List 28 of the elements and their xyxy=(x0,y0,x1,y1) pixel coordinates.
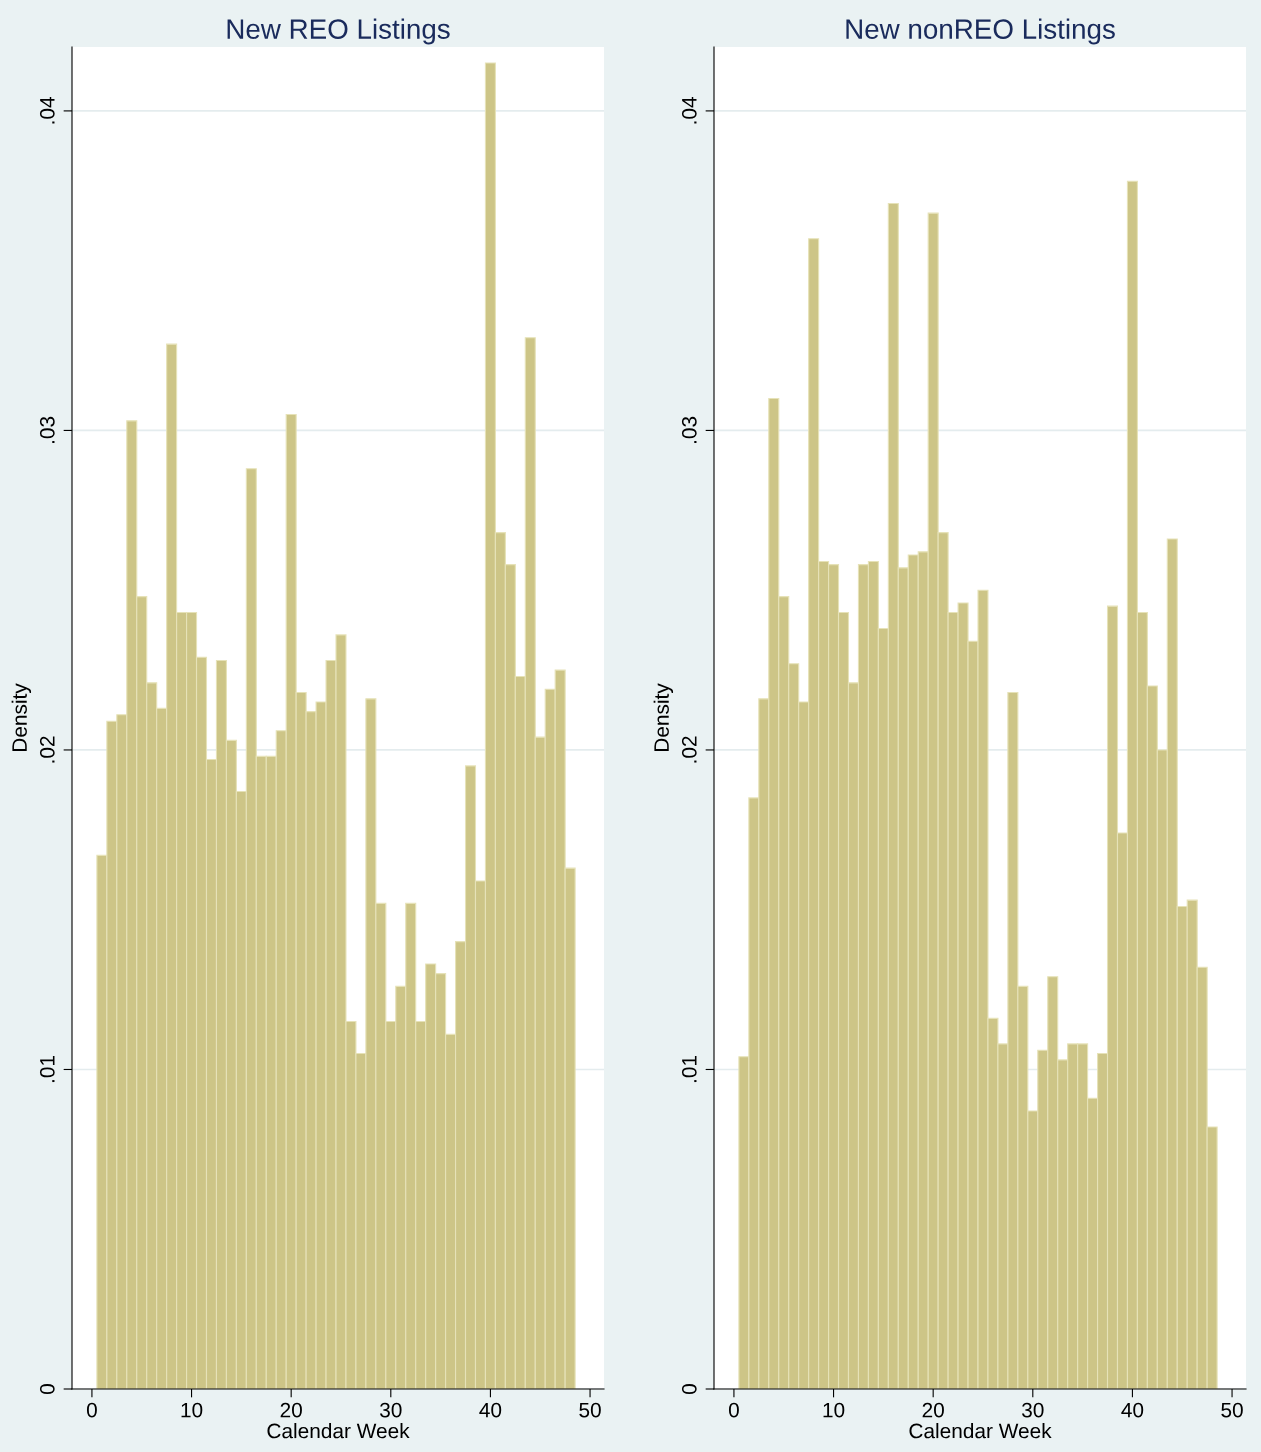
x-tick-label: 10 xyxy=(181,1402,203,1418)
y-tick-label: .01 xyxy=(681,1056,697,1083)
y-tick-label: .03 xyxy=(681,416,697,444)
y-tick-label: .04 xyxy=(681,97,697,124)
y-tick-label: 0 xyxy=(39,1384,55,1394)
x-axis-title: Calendar Week xyxy=(267,1423,410,1439)
x-tick-label: 0 xyxy=(86,1402,97,1418)
y-tick-label: .04 xyxy=(39,97,55,124)
x-tick-label: 20 xyxy=(922,1402,944,1418)
y-tick-label: 0 xyxy=(681,1384,697,1394)
x-tick-label: 0 xyxy=(728,1402,739,1418)
y-axis-title: Density xyxy=(11,683,32,752)
y-tick-label: .01 xyxy=(39,1056,55,1083)
x-tick-label: 20 xyxy=(280,1402,302,1418)
x-axis-title: Calendar Week xyxy=(909,1423,1052,1439)
x-tick-label: 50 xyxy=(579,1402,601,1418)
x-tick-label: 30 xyxy=(1022,1402,1044,1418)
x-tick-label: 40 xyxy=(1121,1402,1144,1418)
y-tick-label: .02 xyxy=(39,736,55,763)
x-tick-label: 50 xyxy=(1221,1402,1243,1418)
x-tick-label: 30 xyxy=(380,1402,402,1418)
y-tick-label: .03 xyxy=(39,416,55,444)
chart-title: New REO Listings xyxy=(227,18,450,45)
y-tick-label: .02 xyxy=(681,736,697,763)
y-axis-title: Density xyxy=(653,683,674,752)
x-tick-label: 10 xyxy=(823,1402,845,1418)
chart-title: New nonREO Listings xyxy=(846,18,1115,45)
x-tick-label: 40 xyxy=(479,1402,502,1418)
